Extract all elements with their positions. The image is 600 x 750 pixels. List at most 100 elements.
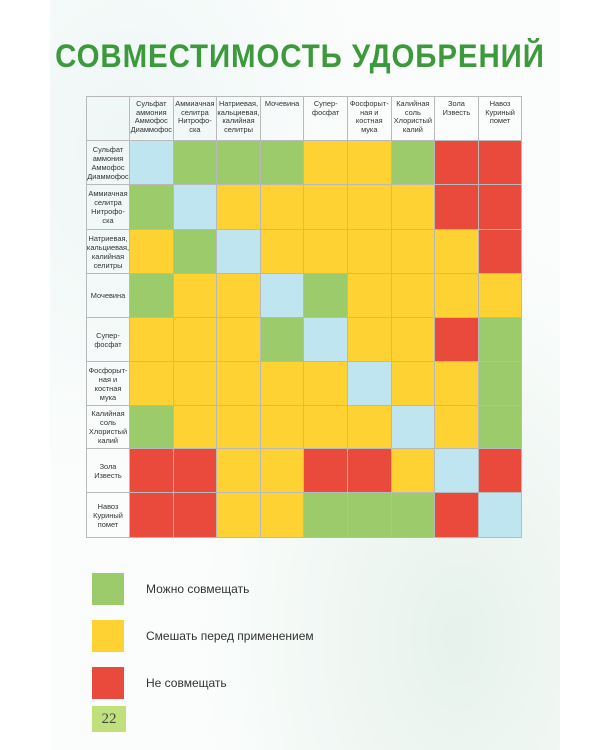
column-header: Сульфат аммония Аммофос Диаммофос — [130, 96, 174, 141]
compatibility-cell — [217, 141, 261, 185]
compatibility-cell — [304, 185, 348, 230]
column-header-label: Зола Известь — [442, 99, 471, 117]
compatibility-cell — [260, 493, 305, 538]
column-header: Фосфорыт- ная и костная мука — [347, 96, 392, 141]
row-header-label: Супер- фосфат — [94, 330, 122, 349]
row-header-label: Фосфорыт- ная и костная мука — [88, 365, 128, 402]
compatibility-cell — [304, 362, 348, 406]
column-header-label: Навоз Куриный помет — [485, 99, 515, 126]
page-number: 22 — [92, 706, 126, 732]
compatibility-cell — [130, 274, 174, 318]
compatibility-cell — [391, 185, 436, 230]
row-header-label: Зола Известь — [94, 461, 122, 480]
compatibility-cell — [391, 493, 436, 538]
row-header: Калийная соль Хлористый калий — [86, 406, 130, 449]
compatibility-cell — [173, 449, 218, 493]
compatibility-cell — [217, 406, 261, 449]
legend-label: Не совмещать — [146, 676, 227, 690]
compatibility-cell — [478, 230, 523, 274]
compatibility-cell — [478, 318, 523, 362]
compatibility-cell — [304, 230, 348, 274]
compatibility-cell — [217, 449, 261, 493]
compatibility-cell — [130, 406, 174, 449]
compatibility-cell — [173, 274, 218, 318]
row-header-label: Натриевая, кальциевая, калийная селитры — [86, 233, 130, 270]
compatibility-cell — [435, 362, 479, 406]
compatibility-cell — [391, 449, 436, 493]
row-header-label: Сульфат аммония Аммофос Диаммофос — [87, 144, 129, 181]
compatibility-cell — [130, 318, 174, 362]
compatibility-cell — [173, 362, 218, 406]
legend-swatch-red — [92, 667, 124, 699]
compatibility-cell — [391, 274, 436, 318]
compatibility-cell — [260, 185, 305, 230]
compatibility-cell — [260, 274, 305, 318]
compatibility-table: Сульфат аммония Аммофос Диаммофос Аммиачн… — [86, 96, 523, 538]
row-header-label: Калийная соль Хлористый калий — [88, 409, 128, 445]
compatibility-cell — [260, 362, 305, 406]
row-header: Супер- фосфат — [86, 318, 130, 362]
column-header-label: Фосфорыт- ная и костная мука — [349, 99, 389, 134]
compatibility-cell — [347, 274, 392, 318]
compatibility-cell — [347, 449, 392, 493]
row-header: Натриевая, кальциевая, калийная селитры — [86, 230, 130, 274]
compatibility-cell — [130, 493, 174, 538]
column-header: Супер- фосфат — [304, 96, 348, 141]
legend-label: Смешать перед применением — [146, 629, 314, 643]
row-header: Аммиачная селитра Нитрофо- ска — [86, 185, 130, 230]
column-header-label: Аммиачная селитра Нитрофо- ска — [175, 99, 215, 134]
compatibility-cell — [478, 274, 523, 318]
compatibility-cell — [304, 141, 348, 185]
compatibility-cell — [130, 362, 174, 406]
column-header: Аммиачная селитра Нитрофо- ска — [173, 96, 218, 141]
compatibility-cell — [435, 449, 479, 493]
legend-swatch-green — [92, 573, 124, 605]
compatibility-cell — [478, 141, 523, 185]
compatibility-cell — [173, 406, 218, 449]
compatibility-cell — [347, 406, 392, 449]
compatibility-cell — [478, 406, 523, 449]
compatibility-cell — [173, 230, 218, 274]
row-header: Навоз Куриный помет — [86, 493, 130, 538]
row-header-label: Мочевина — [90, 291, 126, 300]
compatibility-cell — [260, 230, 305, 274]
compatibility-cell — [391, 141, 436, 185]
compatibility-cell — [304, 449, 348, 493]
compatibility-cell — [478, 449, 523, 493]
compatibility-cell — [173, 318, 218, 362]
row-header: Зола Известь — [86, 449, 130, 493]
compatibility-cell — [391, 318, 436, 362]
table-corner — [86, 96, 130, 141]
column-header: Мочевина — [260, 96, 305, 141]
compatibility-cell — [347, 493, 392, 538]
compatibility-cell — [304, 274, 348, 318]
compatibility-cell — [217, 230, 261, 274]
compatibility-cell — [347, 362, 392, 406]
legend-swatch-yellow — [92, 620, 124, 652]
compatibility-cell — [304, 406, 348, 449]
compatibility-cell — [260, 318, 305, 362]
compatibility-cell — [435, 230, 479, 274]
compatibility-cell — [304, 318, 348, 362]
row-header: Фосфорыт- ная и костная мука — [86, 362, 130, 406]
compatibility-cell — [435, 318, 479, 362]
compatibility-cell — [347, 230, 392, 274]
row-header-label: Навоз Куриный помет — [93, 501, 123, 529]
row-header: Мочевина — [86, 274, 130, 318]
compatibility-cell — [130, 230, 174, 274]
compatibility-cell — [391, 406, 436, 449]
compatibility-cell — [217, 493, 261, 538]
column-header: Зола Известь — [435, 96, 479, 141]
compatibility-cell — [347, 318, 392, 362]
compatibility-cell — [435, 185, 479, 230]
row-header-label: Аммиачная селитра Нитрофо- ска — [88, 189, 128, 225]
page-title: СОВМЕСТИМОСТЬ УДОБРЕНИЙ — [55, 38, 545, 74]
compatibility-cell — [435, 406, 479, 449]
compatibility-cell — [347, 141, 392, 185]
column-header: Натриевая, кальциевая, калийная селитры — [217, 96, 261, 141]
compatibility-cell — [391, 362, 436, 406]
compatibility-cell — [173, 493, 218, 538]
compatibility-cell — [478, 185, 523, 230]
column-header-label: Калийная соль Хлористый калий — [393, 99, 432, 134]
compatibility-cell — [130, 185, 174, 230]
